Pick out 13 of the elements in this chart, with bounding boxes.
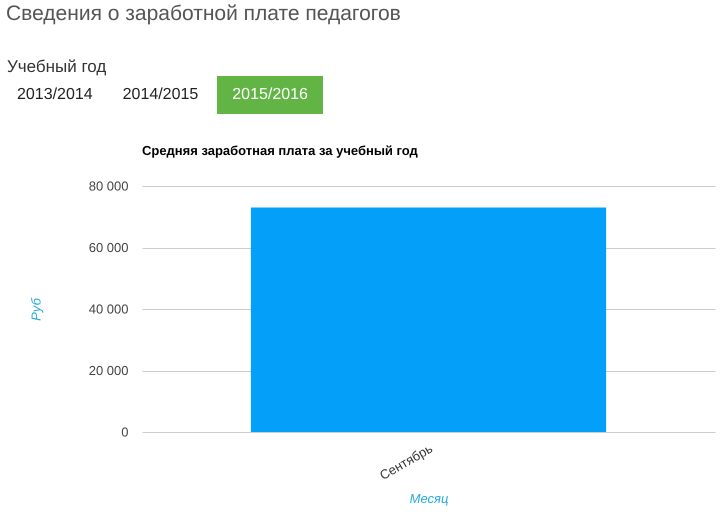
chart-title: Сведения о заработной плате педагогов bbox=[6, 2, 401, 26]
text: 2014/2015 bbox=[122, 85, 200, 105]
text: 2013/2014 bbox=[16, 85, 94, 105]
text: 2015/2016 bbox=[217, 76, 323, 114]
y-tick-label: 60 000 bbox=[88, 240, 128, 255]
chart-subtitle: Средняя заработная плата за учебный год bbox=[142, 143, 419, 158]
y-tick-label: 40 000 bbox=[88, 302, 128, 316]
y-tick-label: 0 bbox=[121, 424, 128, 440]
y-tick-label: 20 000 bbox=[88, 363, 128, 378]
y-tick-label: 80 000 bbox=[88, 178, 128, 194]
text: Учебный год bbox=[7, 57, 106, 77]
x-axis-title: Месяц bbox=[410, 490, 448, 506]
y-axis-title: Руб bbox=[28, 297, 44, 321]
